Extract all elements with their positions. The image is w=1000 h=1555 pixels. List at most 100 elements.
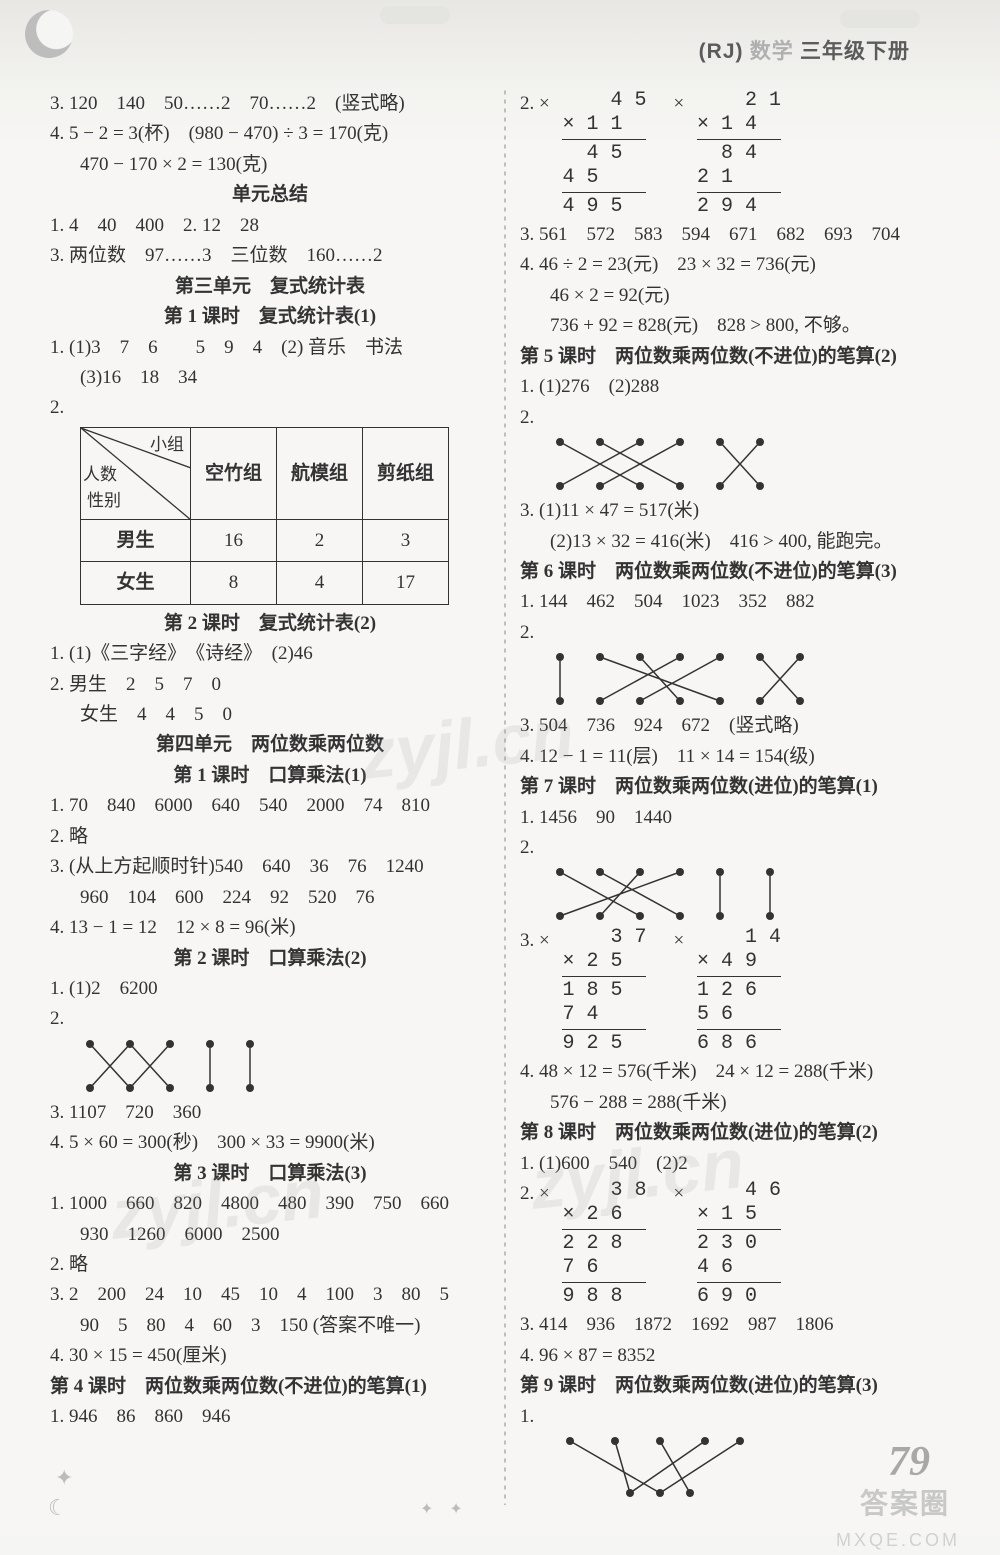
text-line: 3. 414 936 1872 1692 987 1806 — [520, 1310, 960, 1339]
vertical-multiply: 4 5 × 1 1 4 5 4 5 4 9 5 — [554, 89, 654, 219]
section-subtitle: 第 8 课时 两位数乘两位数(进位)的笔算(2) — [520, 1118, 960, 1147]
text-line: 4. 13 − 1 = 12 12 × 8 = 96(米) — [50, 913, 490, 942]
text-line: (2)13 × 32 = 416(米) 416 > 400, 能跑完。 — [520, 527, 960, 556]
section-subtitle: 第 6 课时 两位数乘两位数(不进位)的笔算(3) — [520, 557, 960, 586]
text-line: 3. (1)11 × 47 = 517(米) — [520, 496, 960, 525]
section-title: 第三单元 复式统计表 — [50, 272, 490, 301]
section-title: 第四单元 两位数乘两位数 — [50, 730, 490, 759]
text-line: 1. — [520, 1402, 960, 1431]
table-row: 女生 8 4 17 — [81, 562, 449, 604]
text-line: 3. 两位数 97……3 三位数 160……2 — [50, 241, 490, 270]
stats-table: 小组 人数 性别 空竹组 航模组 剪纸组 男生 16 2 3 女生 8 — [80, 427, 449, 605]
footer-watermark-url: MXQE.COM — [836, 1527, 960, 1555]
section-subtitle: 第 9 课时 两位数乘两位数(进位)的笔算(3) — [520, 1371, 960, 1400]
text-line: 3. 561 572 583 594 671 682 693 704 — [520, 220, 960, 249]
text-line: 46 × 2 = 92(元) — [520, 281, 960, 310]
text-line: 4. 12 − 1 = 11(层) 11 × 14 = 154(级) — [520, 742, 960, 771]
section-subtitle: 第 2 课时 口算乘法(2) — [50, 944, 490, 973]
item-number: 3. — [520, 930, 539, 951]
text-line: 2. — [520, 403, 960, 432]
match-diagram — [80, 1036, 280, 1096]
diag-label: 小组 — [150, 432, 184, 458]
page: (RJ) 数学 三年级下册 zyjl.cn zyjl.cn zyjl.cn 3.… — [0, 0, 1000, 1535]
table-cell: 2 — [277, 519, 363, 561]
footer-watermark: 答案圈 — [860, 1482, 950, 1525]
section-subtitle: 第 4 课时 两位数乘两位数(不进位)的笔算(1) — [50, 1372, 490, 1401]
text-line: 736 + 92 = 828(元) 828 > 800, 不够。 — [520, 311, 960, 340]
table-row: 小组 人数 性别 空竹组 航模组 剪纸组 — [81, 427, 449, 519]
text-line: (3)16 18 34 — [50, 363, 490, 392]
text-line: 4. 30 × 15 = 450(厘米) — [50, 1341, 490, 1370]
col-header: 剪纸组 — [363, 427, 449, 519]
vertical-multiply: 2 1 × 1 4 8 4 2 1 2 9 4 — [689, 89, 789, 219]
text-line: 3. 1107 720 360 — [50, 1098, 490, 1127]
text-line: 3. (从上方起顺时针)540 640 36 76 1240 — [50, 852, 490, 881]
text-line: 3. 504 736 924 672 (竖式略) — [520, 711, 960, 740]
text-line: 2. × 4 5 × 1 1 4 5 4 5 4 9 5 × 2 1 × 1 4 — [520, 89, 960, 219]
left-column: 3. 120 140 50……2 70……2 (竖式略) 4. 5 − 2 = … — [50, 88, 490, 1505]
text-line: 2. — [520, 833, 960, 862]
col-header: 航模组 — [277, 427, 363, 519]
diag-label: 人数 — [83, 462, 117, 488]
row-header: 男生 — [81, 519, 191, 561]
header-grade: 三年级下册 — [800, 39, 910, 63]
table-cell: 17 — [363, 562, 449, 604]
text-line: 4. 96 × 87 = 8352 — [520, 1341, 960, 1370]
column-divider — [504, 88, 506, 1505]
section-subtitle: 第 1 课时 复式统计表(1) — [50, 302, 490, 331]
deco-icon: ✦ ✦ — [420, 1498, 463, 1523]
right-column: 2. × 4 5 × 1 1 4 5 4 5 4 9 5 × 2 1 × 1 4 — [520, 88, 960, 1505]
columns: 3. 120 140 50……2 70……2 (竖式略) 4. 5 − 2 = … — [0, 80, 1000, 1535]
row-header: 女生 — [81, 562, 191, 604]
section-subtitle: 第 7 课时 两位数乘两位数(进位)的笔算(1) — [520, 772, 960, 801]
text-line: 1. (1)2 6200 — [50, 974, 490, 1003]
vertical-multiply: 3 8 × 2 6 2 2 8 7 6 9 8 8 — [554, 1179, 654, 1309]
section-subtitle: 第 1 课时 口算乘法(1) — [50, 761, 490, 790]
text-line: 4. 48 × 12 = 576(千米) 24 × 12 = 288(千米) — [520, 1057, 960, 1086]
text-line: 2. 略 — [50, 1250, 490, 1279]
text-line: 3. × 3 7 × 2 5 1 8 5 7 4 9 2 5 × 1 4 × 4… — [520, 926, 960, 1056]
table-cell: 8 — [191, 562, 277, 604]
deco-icon: ✦ — [55, 1461, 73, 1495]
match-diagram — [550, 1433, 750, 1503]
text-line: 3. 120 140 50……2 70……2 (竖式略) — [50, 89, 490, 118]
vertical-multiply: 4 6 × 1 5 2 3 0 4 6 6 9 0 — [689, 1179, 789, 1309]
match-diagram — [550, 649, 810, 709]
text-line: 1. (1)600 540 (2)2 — [520, 1149, 960, 1178]
text-line: 90 5 80 4 60 3 150 (答案不唯一) — [50, 1311, 490, 1340]
text-line: 女生 4 4 5 0 — [50, 700, 490, 729]
section-subtitle: 第 3 课时 口算乘法(3) — [50, 1159, 490, 1188]
text-line: 1. 144 462 504 1023 352 882 — [520, 587, 960, 616]
table-row: 男生 16 2 3 — [81, 519, 449, 561]
table-cell: 4 — [277, 562, 363, 604]
text-line: 2. — [50, 393, 490, 422]
col-header: 空竹组 — [191, 427, 277, 519]
diag-label: 性别 — [87, 488, 121, 514]
item-number: 2. — [520, 1183, 539, 1204]
text-line: 3. 2 200 24 10 45 10 4 100 3 80 5 — [50, 1280, 490, 1309]
match-diagram — [550, 864, 790, 924]
section-subtitle: 第 2 课时 复式统计表(2) — [50, 609, 490, 638]
vertical-multiply: 1 4 × 4 9 1 2 6 5 6 6 8 6 — [689, 926, 789, 1056]
text-line: 1. 946 86 860 946 — [50, 1402, 490, 1431]
text-line: 930 1260 6000 2500 — [50, 1220, 490, 1249]
text-line: 2. — [520, 618, 960, 647]
text-line: 470 − 170 × 2 = 130(克) — [50, 150, 490, 179]
vertical-multiply: 3 7 × 2 5 1 8 5 7 4 9 2 5 — [554, 926, 654, 1056]
header-subject: 数学 — [750, 39, 794, 63]
diag-header-cell: 小组 人数 性别 — [81, 427, 191, 519]
page-header: (RJ) 数学 三年级下册 — [0, 0, 1000, 80]
text-line: 2. × 3 8 × 2 6 2 2 8 7 6 9 8 8 × 4 6 × 1… — [520, 1179, 960, 1309]
text-line: 2. — [50, 1004, 490, 1033]
text-line: 960 104 600 224 92 520 76 — [50, 883, 490, 912]
moon-icon — [25, 10, 73, 58]
cloud-icon — [840, 10, 920, 28]
text-line: 4. 46 ÷ 2 = 23(元) 23 × 32 = 736(元) — [520, 250, 960, 279]
item-number: 2. — [520, 93, 539, 114]
text-line: 1. (1)《三字经》 《诗经》 (2)46 — [50, 639, 490, 668]
text-line: 1. 1000 660 820 4800 480 390 750 660 — [50, 1189, 490, 1218]
header-label: (RJ) 数学 三年级下册 — [699, 35, 910, 69]
text-line: 1. 70 840 6000 640 540 2000 74 810 — [50, 791, 490, 820]
text-line: 1. 1456 90 1440 — [520, 803, 960, 832]
deco-icon: ☾ — [48, 1491, 68, 1525]
